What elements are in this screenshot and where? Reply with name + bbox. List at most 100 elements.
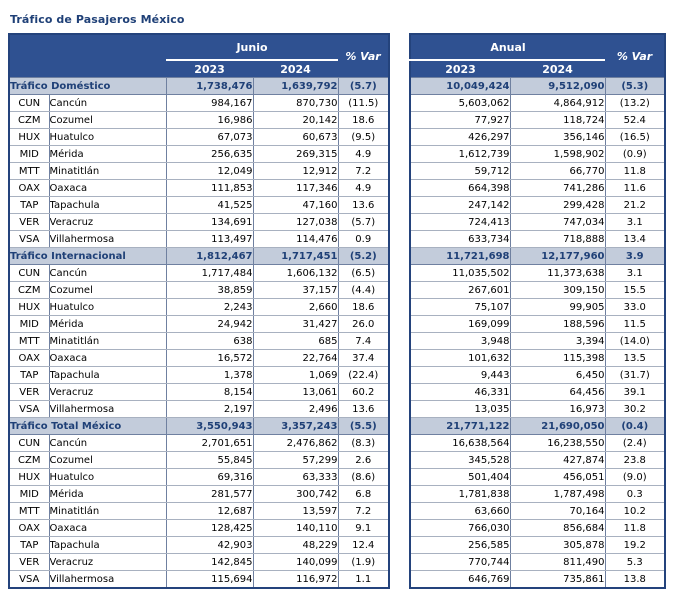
airport-code-cell: MTT xyxy=(8,332,50,350)
airport-code-cell: CUN xyxy=(8,264,50,282)
var-value-cell: 52.4 xyxy=(604,111,666,129)
value-2023-cell: 38,859 xyxy=(165,281,254,299)
anual-var-header: % Var xyxy=(605,34,665,78)
section-total-row: Tráfico Internacional 1,812,467 1,717,451(… xyxy=(8,247,390,265)
var-value-cell: 60.2 xyxy=(337,383,390,401)
value-2023-cell: 101,632 xyxy=(409,349,511,367)
var-value-cell: 21.2 xyxy=(604,196,666,214)
section-2023-value-cell: 1,812,467 xyxy=(165,247,254,265)
airport-row: 267,601 309,150 15.5 xyxy=(409,281,666,299)
var-value-cell: (9.5) xyxy=(337,128,390,146)
value-2024-cell: 16,973 xyxy=(509,400,606,418)
section-label-cell: Tráfico Internacional xyxy=(8,247,167,265)
value-2024-cell: 300,742 xyxy=(252,485,339,503)
section-2024-value-cell: 1,717,451 xyxy=(252,247,339,265)
value-2024-cell: 70,164 xyxy=(509,502,606,520)
value-2024-cell: 305,878 xyxy=(509,536,606,554)
var-value-cell: (14.0) xyxy=(604,332,666,350)
value-2024-cell: 188,596 xyxy=(509,315,606,333)
value-2023-cell: 75,107 xyxy=(409,298,511,316)
airport-row: 1,781,838 1,787,498 0.3 xyxy=(409,485,666,503)
tables-container: Junio % Var 2023 2024 Tráfico Doméstico 1… xyxy=(8,33,666,589)
airport-name-cell: Villahermosa xyxy=(48,400,167,418)
var-value-cell: (11.5) xyxy=(337,94,390,112)
value-2023-cell: 63,660 xyxy=(409,502,511,520)
value-2024-cell: 4,864,912 xyxy=(509,94,606,112)
value-2024-cell: 3,394 xyxy=(509,332,606,350)
var-value-cell: (0.9) xyxy=(604,145,666,163)
section-2023-value-cell: 11,721,698 xyxy=(409,247,511,265)
airport-name-cell: Cancún xyxy=(48,264,167,282)
value-2024-cell: 37,157 xyxy=(252,281,339,299)
value-2023-cell: 664,398 xyxy=(409,179,511,197)
value-2023-cell: 267,601 xyxy=(409,281,511,299)
value-2023-cell: 770,744 xyxy=(409,553,511,571)
section-2024-value-cell: 3,357,243 xyxy=(252,417,339,435)
value-2023-cell: 1,717,484 xyxy=(165,264,254,282)
anual-table-header: Anual % Var 2023 2024 xyxy=(410,34,665,78)
var-value-cell: 2.6 xyxy=(337,451,390,469)
airport-name-cell: Cozumel xyxy=(48,281,167,299)
airport-code-cell: TAP xyxy=(8,196,50,214)
value-2024-cell: 456,051 xyxy=(509,468,606,486)
airport-row: 256,585 305,878 19.2 xyxy=(409,536,666,554)
airport-name-cell: Tapachula xyxy=(48,196,167,214)
var-value-cell: (1.9) xyxy=(337,553,390,571)
value-2024-cell: 356,146 xyxy=(509,128,606,146)
value-2023-cell: 501,404 xyxy=(409,468,511,486)
value-2023-cell: 256,635 xyxy=(165,145,254,163)
value-2024-cell: 718,888 xyxy=(509,230,606,248)
airport-name-cell: Mérida xyxy=(48,485,167,503)
value-2024-cell: 12,912 xyxy=(252,162,339,180)
airport-code-cell: VSA xyxy=(8,400,50,418)
value-2024-cell: 1,606,132 xyxy=(252,264,339,282)
airport-row: VSA Villahermosa 113,497 114,476 0.9 xyxy=(8,230,390,248)
value-2023-cell: 41,525 xyxy=(165,196,254,214)
airport-row: TAP Tapachula 1,378 1,069 (22.4) xyxy=(8,366,390,384)
section-2024-value-cell: 1,639,792 xyxy=(252,77,339,95)
airport-code-cell: MTT xyxy=(8,502,50,520)
var-value-cell: (8.6) xyxy=(337,468,390,486)
value-2023-cell: 2,243 xyxy=(165,298,254,316)
value-2024-cell: 22,764 xyxy=(252,349,339,367)
airport-row: 63,660 70,164 10.2 xyxy=(409,502,666,520)
airport-row: TAP Tapachula 41,525 47,160 13.6 xyxy=(8,196,390,214)
value-2024-cell: 309,150 xyxy=(509,281,606,299)
value-2024-cell: 31,427 xyxy=(252,315,339,333)
section-total-row: 21,771,122 21,690,050 (0.4) xyxy=(409,417,666,435)
section-var-cell: (5.5) xyxy=(337,417,390,435)
value-2023-cell: 9,443 xyxy=(409,366,511,384)
value-2024-cell: 16,238,550 xyxy=(509,434,606,452)
var-value-cell: 30.2 xyxy=(604,400,666,418)
var-value-cell: (31.7) xyxy=(604,366,666,384)
airport-code-cell: CZM xyxy=(8,111,50,129)
value-2024-cell: 2,496 xyxy=(252,400,339,418)
airport-row: CZM Cozumel 38,859 37,157 (4.4) xyxy=(8,281,390,299)
airport-name-cell: Tapachula xyxy=(48,366,167,384)
value-2024-cell: 140,099 xyxy=(252,553,339,571)
value-2023-cell: 69,316 xyxy=(165,468,254,486)
airport-row: MTT Minatitlán 12,687 13,597 7.2 xyxy=(8,502,390,520)
airport-row: 46,331 64,456 39.1 xyxy=(409,383,666,401)
airport-code-cell: MID xyxy=(8,145,50,163)
airport-row: 59,712 66,770 11.8 xyxy=(409,162,666,180)
var-value-cell: (13.2) xyxy=(604,94,666,112)
airport-name-cell: Huatulco xyxy=(48,298,167,316)
value-2024-cell: 114,476 xyxy=(252,230,339,248)
value-2023-cell: 12,049 xyxy=(165,162,254,180)
var-value-cell: 5.3 xyxy=(604,553,666,571)
value-2023-cell: 111,853 xyxy=(165,179,254,197)
value-2024-cell: 99,905 xyxy=(509,298,606,316)
var-value-cell: (5.7) xyxy=(337,213,390,231)
var-value-cell: 6.8 xyxy=(337,485,390,503)
airport-row: 247,142 299,428 21.2 xyxy=(409,196,666,214)
airport-name-cell: Villahermosa xyxy=(48,230,167,248)
airport-row: 13,035 16,973 30.2 xyxy=(409,400,666,418)
section-total-row: Tráfico Doméstico 1,738,476 1,639,792 (5.7) xyxy=(8,77,390,95)
value-2023-cell: 5,603,062 xyxy=(409,94,511,112)
airport-code-cell: MTT xyxy=(8,162,50,180)
var-value-cell: 13.6 xyxy=(337,400,390,418)
value-2023-cell: 633,734 xyxy=(409,230,511,248)
airport-row: 169,099 188,596 11.5 xyxy=(409,315,666,333)
value-2024-cell: 741,286 xyxy=(509,179,606,197)
